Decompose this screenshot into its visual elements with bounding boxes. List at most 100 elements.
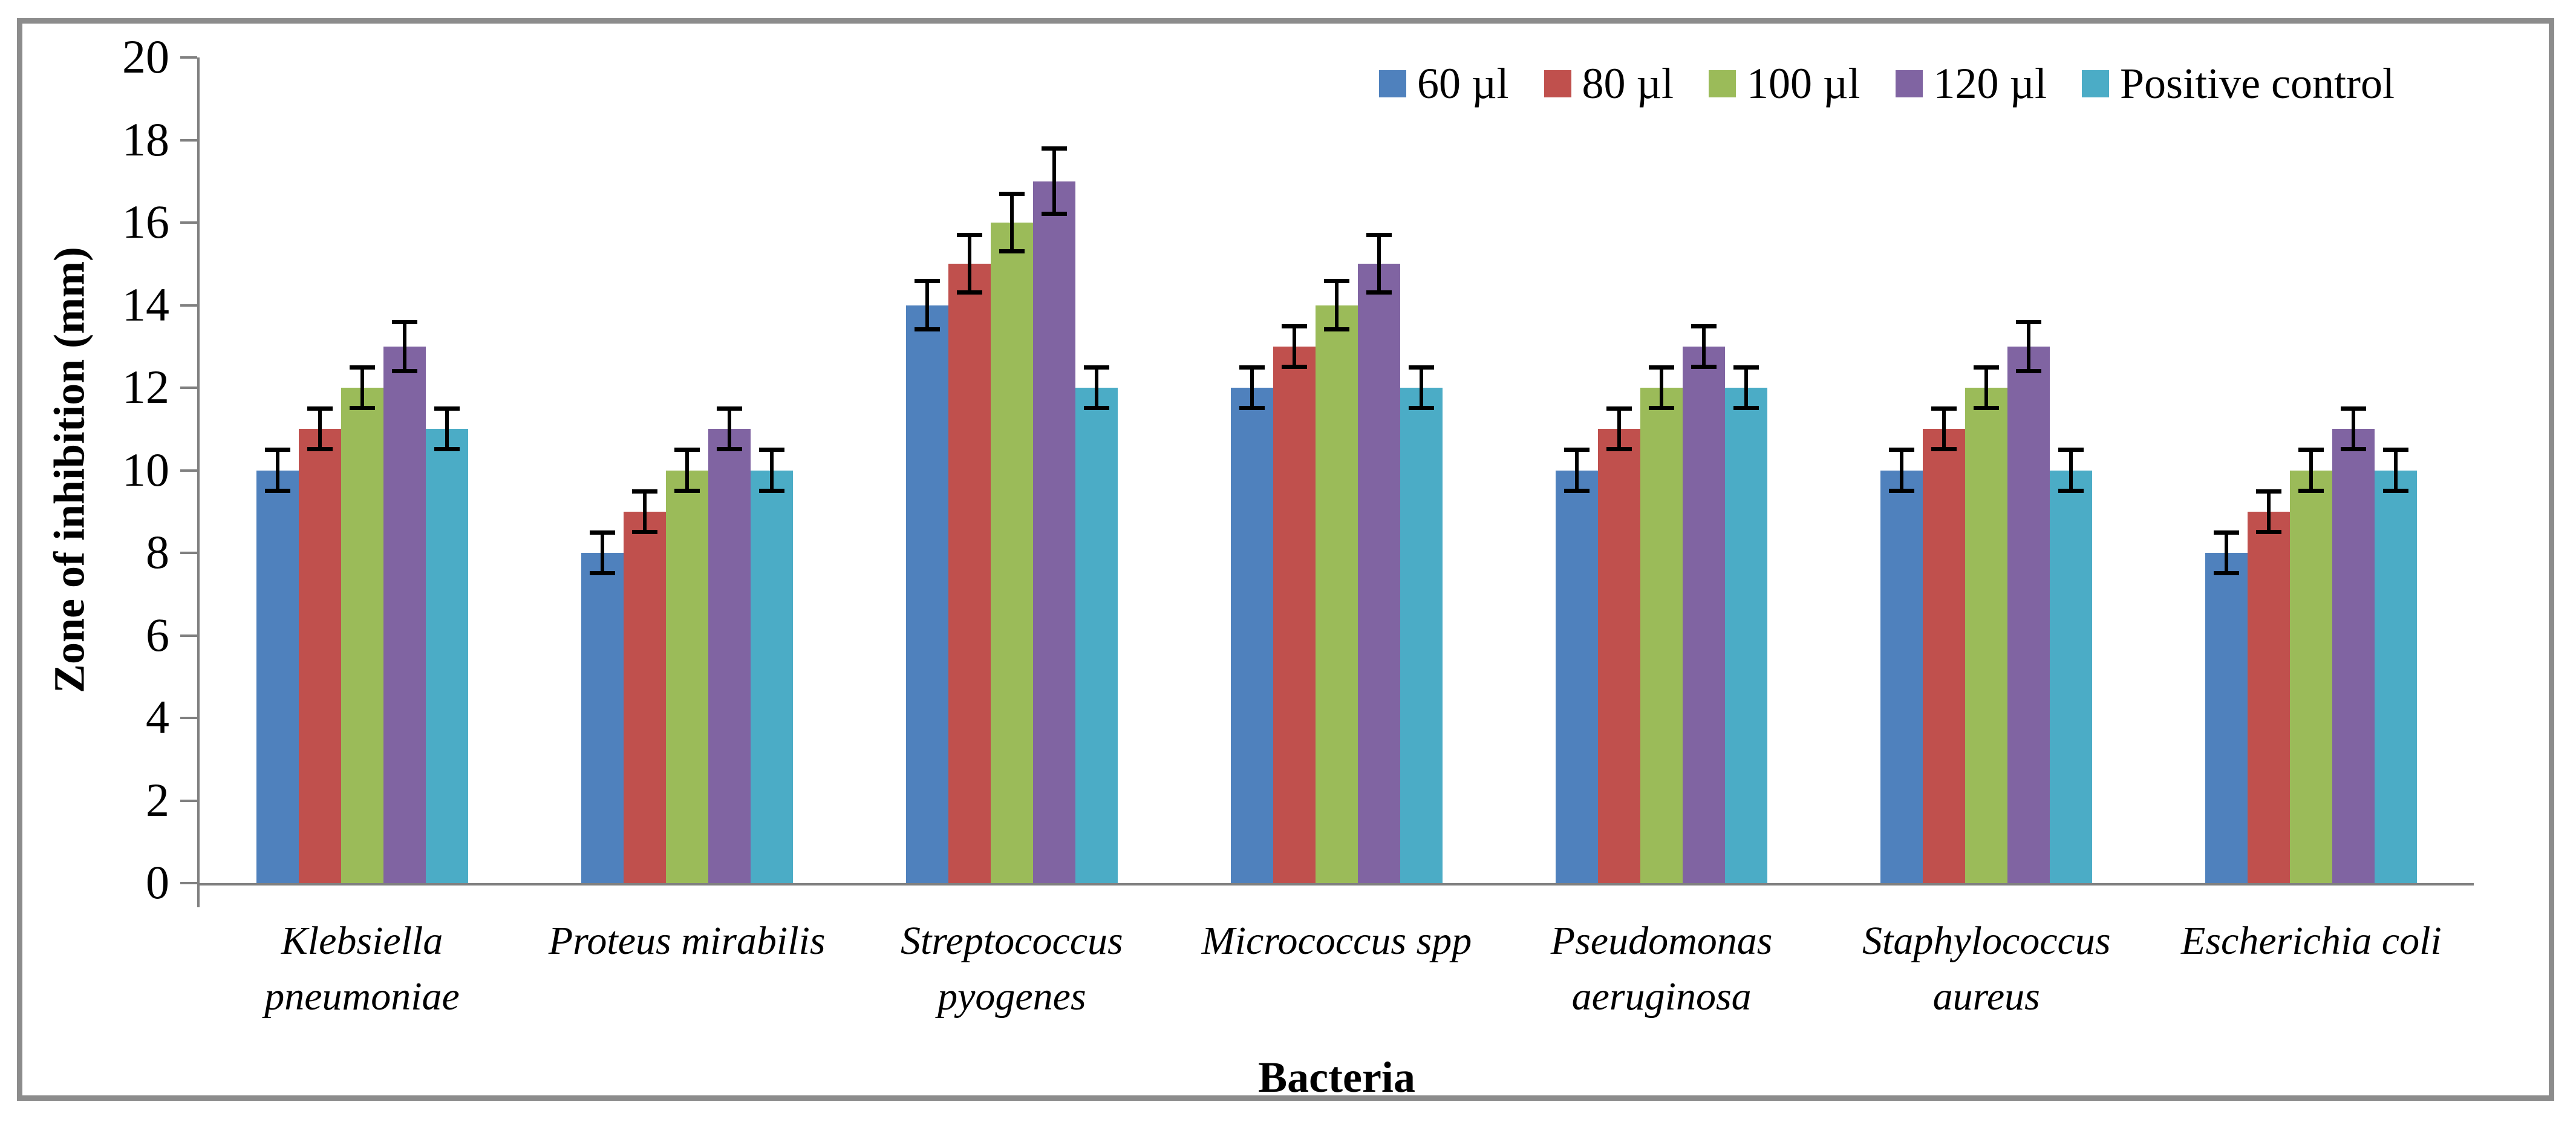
legend-swatch [2082,70,2110,97]
y-tick-label: 6 [146,608,169,661]
error-bar [769,449,774,491]
error-bar [2352,408,2356,450]
error-bar-cap [1974,365,2000,370]
y-tick [180,469,197,472]
bar [1400,388,1443,883]
category-label: Escherichia coli [2181,919,2442,963]
error-bar-cap [1041,212,1067,217]
error-bar-cap [1889,448,1915,452]
y-tick-label: 0 [146,856,169,908]
error-bar-cap [434,447,460,452]
error-bar-cap [674,488,700,493]
error-bar-cap [589,530,615,535]
category-label: Pseudomonas aeruginosa [1550,919,1773,1019]
bar [1556,470,1599,883]
y-tick [180,634,197,637]
error-bar-cap [1889,488,1915,493]
y-tick [180,387,197,389]
error-bar-cap [1366,233,1392,238]
error-bar-cap [1649,406,1675,411]
error-bar [1250,367,1254,409]
error-bar [1335,280,1339,330]
error-bar [2027,321,2031,371]
error-bar-cap [2214,571,2240,576]
error-bar-cap [1564,448,1590,452]
error-bar [727,408,731,450]
bar [1683,346,1726,883]
error-bar [1984,367,1989,409]
y-tick-label: 12 [122,360,169,413]
bar [1316,305,1358,883]
bar [905,305,948,883]
error-bar-cap [716,406,742,411]
error-bar [360,367,364,409]
error-bar-cap [1691,324,1717,328]
y-tick-label: 18 [122,113,169,166]
error-bar-cap [264,488,290,493]
error-bar-cap [956,233,982,238]
error-bar-cap [391,319,417,324]
y-tick-label: 2 [146,773,169,826]
error-bar-cap [674,448,700,452]
error-bar-cap [914,278,940,283]
error-bar [2309,449,2314,491]
error-bar-cap [1239,406,1265,411]
error-bar-cap [1366,290,1392,295]
error-bar-cap [2298,488,2324,493]
legend-label: Positive control [2120,59,2395,108]
bar [1273,346,1316,883]
legend-swatch [1379,70,1407,97]
error-bar [2394,449,2398,491]
error-bar [1660,367,1664,409]
bar [1880,470,1923,883]
error-bar-cap [631,529,657,534]
bar [2050,470,2093,883]
bar [2332,429,2375,883]
error-bar [318,408,322,450]
plot-area: 0 2 4 6 8 10 12 14 16 18 20 Klebsiella pneumoniae Pr… [122,33,2474,1019]
bar [1358,264,1400,883]
error-bar-cap [1606,447,1632,452]
error-bar-cap [1083,365,1109,370]
y-tick [180,304,197,307]
x-axis-title: Bacteria [1258,1053,1415,1101]
error-bar [1942,408,1946,450]
bar [1640,388,1683,883]
legend-item: 80 µl [1544,60,1674,106]
category-label: Micrococcus spp [1201,919,1472,963]
y-tick [180,799,197,802]
error-bar [1617,408,1622,450]
y-tick [180,552,197,554]
legend-swatch [1709,70,1736,97]
error-bar-cap [2256,489,2282,494]
error-bar-cap [1606,406,1632,411]
error-bar-cap [1083,406,1109,411]
error-bar [1420,367,1423,409]
error-bar [275,449,279,491]
error-bar-cap [999,192,1025,197]
bar [2248,511,2291,883]
error-bar [2225,532,2229,574]
bar [581,553,624,883]
error-bar-cap [1733,365,1759,370]
x-axis-line [197,883,2474,886]
error-bar-cap [1409,406,1434,411]
error-bar-cap [914,327,940,332]
bar [425,429,468,883]
error-bar-cap [2341,447,2367,452]
error-bar-cap [1931,447,1957,452]
bar [990,223,1033,883]
error-bar [1293,325,1296,367]
legend: 60 µl 80 µl 100 µl 120 µl Positive control [1379,60,2395,106]
bar [665,470,708,883]
bar [1725,388,1768,883]
bar [341,388,383,883]
error-bar-cap [2256,529,2282,534]
error-bar [925,280,929,330]
bar [2007,346,2050,883]
error-bar-cap [1931,406,1957,411]
error-bar [1009,194,1014,252]
error-bar [402,321,406,371]
category-label: Proteus mirabilis [548,919,826,963]
category-label: Streptococcus pyogenes [900,919,1123,1019]
